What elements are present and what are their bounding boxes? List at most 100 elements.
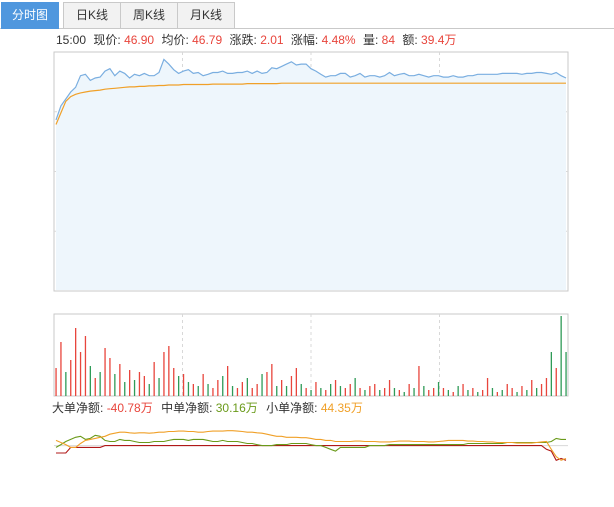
volume-bar xyxy=(94,378,96,396)
volume-bar xyxy=(70,360,72,396)
avg-value: 46.79 xyxy=(192,33,222,47)
volume-panel xyxy=(53,313,569,397)
volume-bar xyxy=(545,378,548,396)
volume-bar xyxy=(369,386,371,396)
volume-bar xyxy=(158,378,160,396)
volume-bar xyxy=(491,388,494,396)
volume-bar xyxy=(129,370,131,396)
volume-bar xyxy=(428,390,430,396)
price-label: 现价: xyxy=(93,33,120,47)
volume-bar xyxy=(560,316,562,396)
price-value: 46.90 xyxy=(124,33,154,47)
volume-bar xyxy=(197,386,199,396)
volume-bar xyxy=(153,362,155,396)
volume-bar xyxy=(447,390,449,396)
volume-bar xyxy=(261,374,263,396)
volume-bar xyxy=(536,388,538,396)
volume-bar xyxy=(256,384,258,396)
volume-bar xyxy=(403,392,405,396)
volume-bar xyxy=(266,372,268,396)
volume-bar xyxy=(555,368,557,396)
volume-bar xyxy=(349,384,351,396)
volume-bar xyxy=(104,348,106,396)
volume-bar xyxy=(540,384,543,396)
volume-bar xyxy=(119,364,121,396)
volume-bar xyxy=(501,390,503,396)
volume-bar xyxy=(290,376,293,396)
volume-bar xyxy=(408,384,410,396)
small-flow-label: 小单净额: xyxy=(266,401,317,415)
volume-bar xyxy=(227,366,229,396)
volume-bar xyxy=(531,380,533,396)
volume-bar xyxy=(393,388,396,396)
avg-label: 均价: xyxy=(161,33,188,47)
volume-bar xyxy=(60,342,62,396)
volume-bar xyxy=(285,386,288,396)
price-panel xyxy=(53,51,569,292)
volume-bar xyxy=(65,372,67,396)
volume-label: 量: xyxy=(363,33,378,47)
small-order-flow-line xyxy=(55,430,567,461)
volume-bar xyxy=(462,384,464,396)
volume-bar xyxy=(550,352,552,396)
volume-bar xyxy=(452,392,454,396)
volume-bar xyxy=(114,374,116,396)
change-value: 2.01 xyxy=(260,33,284,47)
volume-bar xyxy=(526,390,528,396)
big-flow-value: -40.78万 xyxy=(107,401,153,415)
flow-plot-area xyxy=(54,415,568,500)
tab-daily-kline[interactable]: 日K线 xyxy=(63,2,121,29)
volume-bar xyxy=(148,384,150,396)
volume-bar xyxy=(187,382,190,396)
fund-flow-panel xyxy=(54,415,568,500)
quote-info: 15:00 现价: 46.90 均价: 46.79 涨跌: 2.01 涨幅: 4… xyxy=(56,32,456,47)
tab-intraday[interactable]: 分时图 xyxy=(1,2,59,29)
volume-bar xyxy=(281,380,283,396)
volume-bar xyxy=(202,374,204,396)
volume-bar xyxy=(359,388,361,396)
volume-bar xyxy=(374,384,376,396)
volume-bar xyxy=(364,390,366,396)
volume-bar xyxy=(251,388,253,396)
volume-bar xyxy=(99,372,101,396)
volume-bar xyxy=(442,388,445,396)
volume-bar xyxy=(330,384,332,396)
volume-bar xyxy=(305,388,307,396)
big-order-flow-line xyxy=(56,445,567,461)
volume-bar xyxy=(246,378,248,396)
volume-bar xyxy=(315,382,317,396)
amount-value: 39.4万 xyxy=(421,33,456,47)
mid-order-flow-line xyxy=(55,434,566,452)
volume-bar xyxy=(334,380,337,396)
small-flow-value: 44.35万 xyxy=(321,401,363,415)
volume-bar xyxy=(84,336,87,396)
volume-bar xyxy=(124,382,126,396)
volume-bar xyxy=(222,376,224,396)
volume-value: 84 xyxy=(382,33,396,47)
volume-bar xyxy=(413,388,415,396)
volume-bar xyxy=(418,366,420,396)
volume-bar xyxy=(79,352,82,396)
volume-bar xyxy=(300,384,302,396)
tab-monthly-kline[interactable]: 月K线 xyxy=(177,2,235,29)
average-price-line xyxy=(55,82,566,125)
volume-bar xyxy=(212,388,214,396)
volume-bar xyxy=(109,358,111,396)
volume-bar xyxy=(231,386,234,396)
volume-bar xyxy=(89,366,91,396)
volume-bar xyxy=(423,386,425,396)
volume-bar xyxy=(163,352,165,396)
mid-flow-label: 中单净额: xyxy=(161,400,212,415)
big-flow-label: 大单净额: xyxy=(52,401,103,415)
volume-bar xyxy=(207,384,209,396)
volume-bar xyxy=(388,380,391,396)
volume-bar xyxy=(276,386,278,396)
volume-bar xyxy=(379,390,381,396)
volume-bar xyxy=(511,388,513,396)
volume-bar xyxy=(217,380,219,396)
volume-bar xyxy=(192,384,194,396)
tab-weekly-kline[interactable]: 周K线 xyxy=(120,2,178,29)
chart-tabs: 分时图 日K线 周K线 月K线 xyxy=(0,0,614,29)
volume-bar xyxy=(384,388,386,396)
